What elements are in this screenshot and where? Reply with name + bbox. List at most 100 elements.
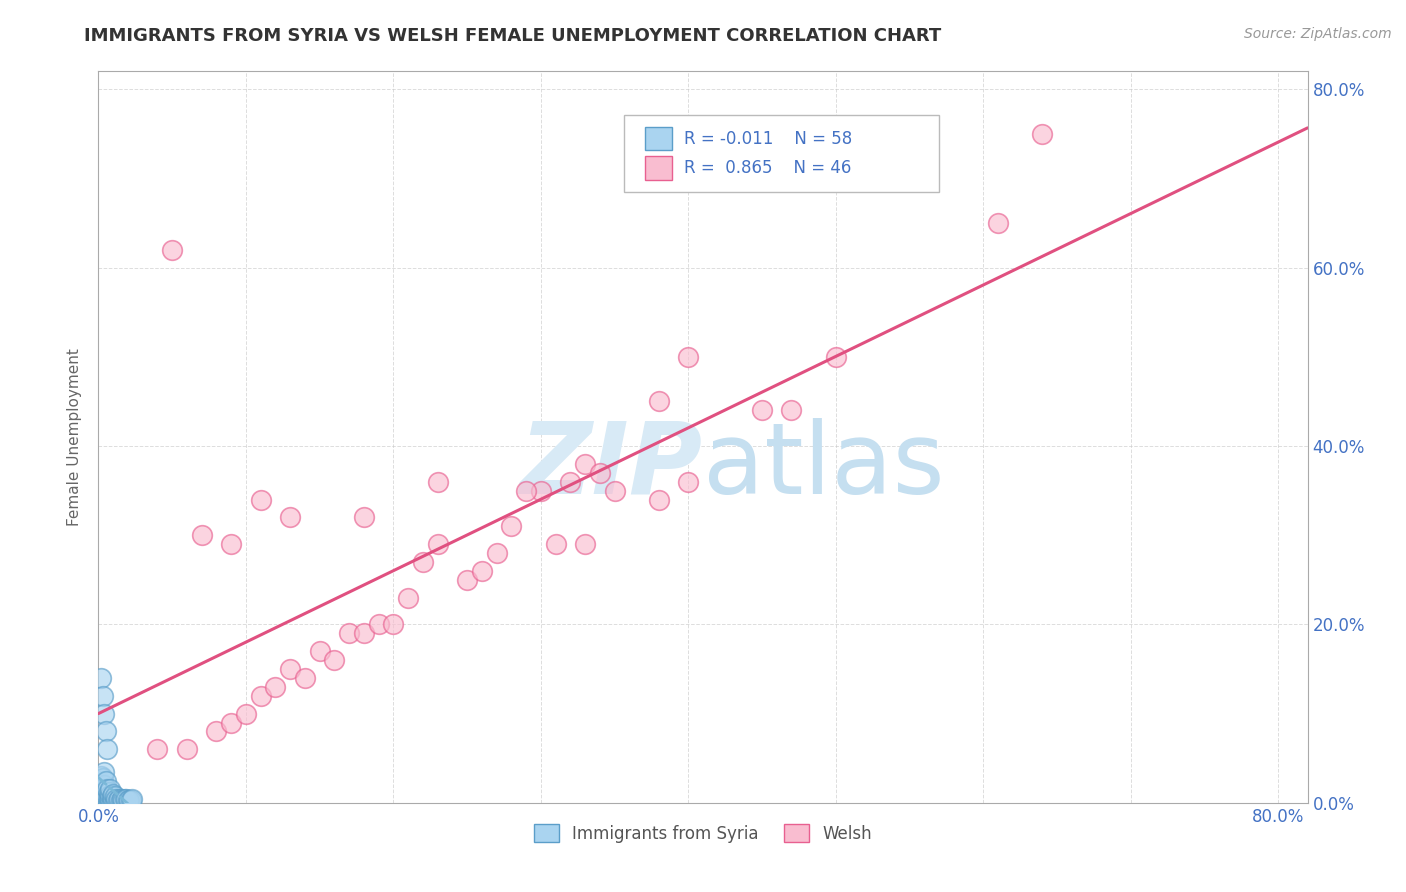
Point (93, 778, 115, 792)
Point (89, 782, 111, 797)
Point (96, 742, 118, 756)
Point (100, 789, 122, 803)
Point (90, 776, 112, 790)
Point (107, 793, 129, 807)
Point (98, 781, 121, 796)
Point (91, 689, 114, 703)
Point (96, 789, 118, 803)
Point (96, 792, 118, 806)
Point (91, 771, 114, 785)
Point (396, 591, 419, 605)
Point (101, 787, 124, 801)
Point (501, 519, 523, 533)
Point (780, 403, 803, 417)
Point (987, 216, 1010, 230)
Point (91, 781, 114, 796)
Text: Source: ZipAtlas.com: Source: ZipAtlas.com (1244, 27, 1392, 41)
Point (205, 724, 228, 739)
Bar (645, 127, 672, 151)
Point (337, 626, 360, 640)
Point (456, 573, 478, 587)
Point (97, 793, 120, 807)
Point (146, 742, 169, 756)
Point (111, 792, 134, 806)
Point (93, 783, 115, 797)
Point (91, 785, 114, 799)
Point (249, 492, 271, 507)
Point (574, 457, 596, 471)
Point (105, 792, 128, 806)
Point (115, 792, 138, 806)
Point (98, 792, 121, 806)
Point (190, 528, 212, 542)
Text: IMMIGRANTS FROM SYRIA VS WELSH FEMALE UNEMPLOYMENT CORRELATION CHART: IMMIGRANTS FROM SYRIA VS WELSH FEMALE UN… (84, 27, 942, 45)
Point (471, 564, 494, 578)
Point (90, 769, 112, 783)
Point (515, 483, 537, 498)
Point (117, 793, 139, 807)
Point (121, 792, 143, 806)
Point (751, 403, 773, 417)
Point (100, 793, 122, 807)
Text: atlas: atlas (703, 417, 945, 515)
Point (90, 789, 112, 803)
Point (560, 475, 582, 489)
Point (278, 662, 301, 676)
Point (412, 555, 434, 569)
Point (90, 793, 112, 807)
Point (323, 653, 346, 667)
Point (530, 483, 553, 498)
Point (544, 537, 567, 551)
Point (93, 706, 115, 721)
Text: R =  0.865    N = 46: R = 0.865 N = 46 (683, 159, 851, 177)
Point (94, 790, 117, 805)
Point (120, 793, 142, 807)
FancyBboxPatch shape (624, 115, 939, 192)
Point (219, 715, 242, 730)
Point (118, 793, 141, 807)
Text: R = -0.011    N = 58: R = -0.011 N = 58 (683, 129, 852, 148)
Point (264, 680, 287, 694)
Point (294, 671, 316, 685)
Point (96, 782, 118, 797)
Point (648, 492, 671, 507)
Point (93, 791, 115, 805)
Point (104, 789, 127, 803)
Point (249, 689, 271, 703)
Point (98, 788, 121, 802)
Point (112, 793, 135, 807)
Y-axis label: Female Unemployment: Female Unemployment (67, 348, 83, 526)
Legend: Immigrants from Syria, Welsh: Immigrants from Syria, Welsh (527, 818, 879, 849)
Point (824, 350, 846, 364)
Point (90, 790, 112, 805)
Point (90, 787, 112, 801)
Point (382, 617, 405, 632)
Point (574, 537, 596, 551)
Point (90, 785, 112, 799)
Point (90, 780, 112, 794)
Point (353, 626, 375, 640)
Point (101, 792, 124, 806)
Point (94, 786, 117, 800)
Point (648, 394, 671, 409)
Point (426, 537, 449, 551)
Bar (645, 156, 672, 179)
Point (90, 671, 112, 685)
Point (94, 793, 117, 807)
Point (589, 466, 612, 480)
Point (94, 724, 117, 739)
Point (91, 789, 114, 804)
Point (91, 792, 114, 806)
Point (1031, 127, 1053, 141)
Point (89, 773, 111, 788)
Point (108, 792, 131, 806)
Point (93, 788, 115, 802)
Point (104, 793, 127, 807)
Point (93, 764, 115, 779)
Point (97, 789, 120, 804)
Point (308, 644, 330, 658)
Text: ZIP: ZIP (520, 417, 703, 515)
Point (235, 706, 257, 721)
Point (353, 510, 375, 524)
Point (219, 537, 242, 551)
